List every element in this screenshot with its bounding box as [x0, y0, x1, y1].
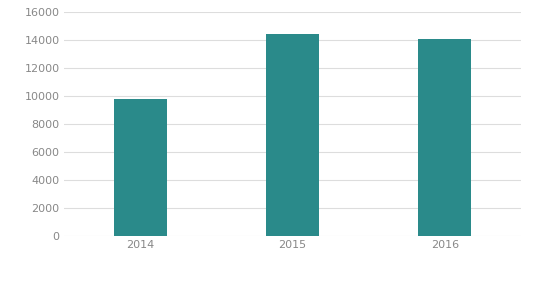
Bar	[114, 99, 167, 236]
Bar	[418, 39, 471, 236]
Bar	[266, 34, 320, 236]
